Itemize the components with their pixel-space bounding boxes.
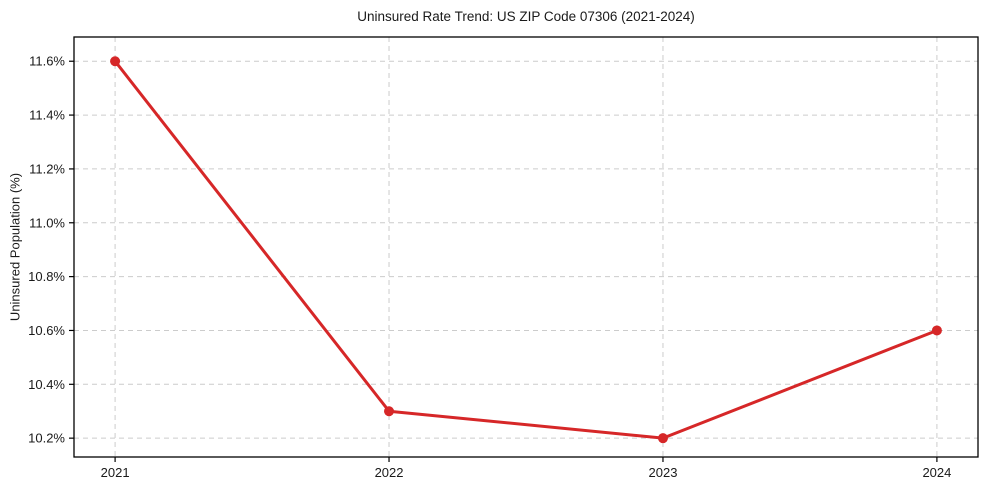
x-tick-label: 2023 bbox=[649, 465, 678, 480]
y-tick-label: 11.6% bbox=[29, 54, 65, 69]
y-tick-label: 11.2% bbox=[29, 161, 65, 176]
y-tick-label: 11.4% bbox=[29, 108, 65, 123]
x-tick-label: 2021 bbox=[101, 465, 130, 480]
y-tick-label: 10.2% bbox=[28, 431, 65, 446]
x-tick-label: 2024 bbox=[922, 465, 951, 480]
y-tick-label: 11.0% bbox=[29, 215, 65, 230]
chart-title: Uninsured Rate Trend: US ZIP Code 07306 … bbox=[357, 9, 695, 24]
data-point bbox=[657, 433, 668, 444]
y-tick-label: 10.6% bbox=[28, 323, 65, 338]
trend-line bbox=[113, 59, 939, 440]
data-point bbox=[384, 406, 395, 417]
y-tick-label: 10.8% bbox=[28, 269, 65, 284]
data-point bbox=[110, 56, 121, 67]
y-tick-label: 10.4% bbox=[28, 377, 65, 392]
plot-border bbox=[73, 36, 979, 458]
x-tick-label: 2022 bbox=[375, 465, 404, 480]
data-point bbox=[931, 325, 942, 336]
